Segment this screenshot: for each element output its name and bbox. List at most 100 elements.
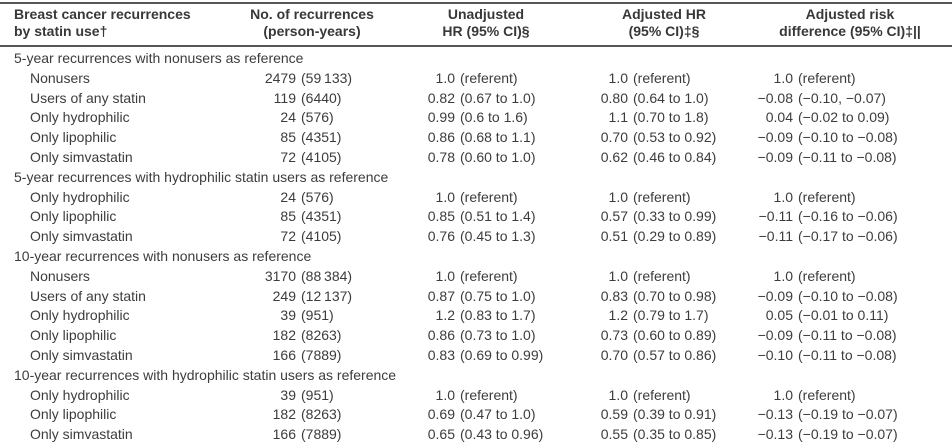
cell-recurrences: 182 (8263) <box>232 326 392 346</box>
cell-ci: (0.79 to 1.7) <box>633 307 709 324</box>
cell-value: 0.85 <box>427 208 455 225</box>
table-row: Only simvastatin 72 (4105) 0.78 (0.60 to 1.0… <box>0 148 952 168</box>
cell-ci: (−0.10 to −0.08) <box>798 129 898 146</box>
column-header-adjusted-hr: Adjusted HR (95% CI)‡§ <box>622 6 706 39</box>
cell-value: 0.76 <box>427 228 455 245</box>
table-row: Only simvastatin 166 (7889) 0.83 (0.69 to 0.… <box>0 346 952 366</box>
cell-risk-difference: −0.09 (−0.10 to −0.08) <box>748 128 952 148</box>
cell-ci: (0.73 to 1.0) <box>460 327 536 344</box>
cell-ci: (−0.10, −0.07) <box>798 89 886 106</box>
cell-ci: (0.67 to 1.0) <box>460 89 536 106</box>
table-row: Only lipophilic 182 (8263) 0.86 (0.73 to 1.0… <box>0 326 952 346</box>
cell-label: Nonusers <box>30 267 90 284</box>
cell-ci: (0.46 to 0.84) <box>633 148 717 165</box>
cell-value: 72 <box>280 148 296 165</box>
cell-value: 0.51 <box>600 228 628 245</box>
cell-ci: (referent) <box>460 386 518 403</box>
cell-ci: (0.68 to 1.1) <box>460 129 536 146</box>
cell-risk-difference: 1.0 (referent) <box>748 386 952 406</box>
cell-value: 1.0 <box>608 69 628 86</box>
cell-value: 1.2 <box>435 307 455 324</box>
table-row: Only hydrophilic 24 (576) 1.0 (referent) 1.0 (… <box>0 188 952 208</box>
cell-ci: (951) <box>301 307 334 324</box>
cell-value: 249 <box>272 287 296 304</box>
table-row: Nonusers 2479 (59 133) 1.0 (referent) 1.0 (ref… <box>0 69 952 89</box>
cell-adjusted-hr: 0.70 (0.57 to 0.86) <box>580 346 748 366</box>
cell-value: −0.08 <box>757 89 793 106</box>
cell-value: 0.65 <box>427 426 455 443</box>
table-row: Nonusers 3170 (88 384) 1.0 (referent) 1.0 (ref… <box>0 267 952 287</box>
cell-label: Users of any statin <box>30 89 146 106</box>
cell-recurrences: 3170 (88 384) <box>232 267 392 287</box>
cell-ci: (0.60 to 0.89) <box>633 327 717 344</box>
cell-adjusted-hr: 1.0 (referent) <box>580 267 748 287</box>
cell-risk-difference: −0.13 (−0.19 to −0.07) <box>748 425 952 445</box>
cell-value: 3170 <box>264 267 296 284</box>
cell-unadjusted-hr: 0.99 (0.6 to 1.6) <box>392 108 580 128</box>
cell-adjusted-hr: 0.55 (0.35 to 0.85) <box>580 425 748 445</box>
cell-label: Only simvastatin <box>30 148 133 165</box>
cell-ci: (4105) <box>301 148 342 165</box>
cell-value: 0.70 <box>600 346 628 363</box>
cell-adjusted-hr: 0.59 (0.39 to 0.91) <box>580 405 748 425</box>
cell-adjusted-hr: 1.0 (referent) <box>580 69 748 89</box>
cell-value: 0.99 <box>427 109 455 126</box>
cell-ci: (576) <box>301 109 334 126</box>
cell-label: Only simvastatin <box>30 426 133 443</box>
cell-adjusted-hr: 0.73 (0.60 to 0.89) <box>580 326 748 346</box>
cell-adjusted-hr: 0.57 (0.33 to 0.99) <box>580 207 748 227</box>
cell-value: −0.09 <box>757 148 793 165</box>
cell-label: Nonusers <box>30 69 90 86</box>
cell-value: 24 <box>280 109 296 126</box>
cell-value: 39 <box>280 307 296 324</box>
cell-risk-difference: −0.11 (−0.16 to −0.06) <box>748 207 952 227</box>
cell-recurrences: 166 (7889) <box>232 346 392 366</box>
cell-ci: (referent) <box>633 69 691 86</box>
cell-ci: (6440) <box>301 89 342 106</box>
cell-label: Only hydrophilic <box>30 386 130 403</box>
cell-ci: (−0.10 to −0.08) <box>798 287 898 304</box>
cell-value: 1.0 <box>773 69 793 86</box>
cell-ci: (referent) <box>460 69 518 86</box>
cell-risk-difference: −0.09 (−0.11 to −0.08) <box>748 326 952 346</box>
cell-risk-difference: −0.09 (−0.11 to −0.08) <box>748 148 952 168</box>
cell-value: 1.0 <box>773 267 793 284</box>
cell-unadjusted-hr: 0.86 (0.73 to 1.0) <box>392 326 580 346</box>
cell-ci: (12 137) <box>301 287 353 304</box>
cell-value: 0.04 <box>765 109 793 126</box>
cell-label: Users of any statin <box>30 287 146 304</box>
header-divider-rule <box>0 45 952 47</box>
cell-risk-difference: −0.10 (−0.11 to −0.08) <box>748 346 952 366</box>
cell-risk-difference: 0.05 (−0.01 to 0.11) <box>748 306 952 326</box>
cell-risk-difference: −0.13 (−0.19 to −0.07) <box>748 405 952 425</box>
cell-ci: (0.53 to 0.92) <box>633 129 717 146</box>
cell-unadjusted-hr: 0.65 (0.43 to 0.96) <box>392 425 580 445</box>
cell-ci: (0.75 to 1.0) <box>460 287 536 304</box>
cell-unadjusted-hr: 0.83 (0.69 to 0.99) <box>392 346 580 366</box>
cell-recurrences: 39 (951) <box>232 306 392 326</box>
table-row: Users of any statin 119 (6440) 0.82 (0.67 to… <box>0 89 952 109</box>
cell-value: −0.11 <box>758 208 793 225</box>
table-top-rule <box>0 2 952 4</box>
section-row: 10-year recurrences with hydrophilic sta… <box>0 366 952 386</box>
cell-adjusted-hr: 1.0 (referent) <box>580 188 748 208</box>
cell-ci: (88 384) <box>301 267 353 284</box>
cell-value: 0.82 <box>427 89 455 106</box>
cell-risk-difference: 1.0 (referent) <box>748 69 952 89</box>
cell-ci: (referent) <box>460 188 518 205</box>
cell-value: 1.0 <box>435 267 455 284</box>
cell-ci: (referent) <box>798 386 856 403</box>
cell-value: 85 <box>280 208 296 225</box>
cell-ci: (59 133) <box>301 69 353 86</box>
cell-adjusted-hr: 0.62 (0.46 to 0.84) <box>580 148 748 168</box>
cell-unadjusted-hr: 1.2 (0.83 to 1.7) <box>392 306 580 326</box>
cell-label: Only simvastatin <box>30 228 133 245</box>
cell-recurrences: 24 (576) <box>232 108 392 128</box>
cell-ci: (0.39 to 0.91) <box>633 406 717 423</box>
column-header-statin-use: Breast cancer recurrences by statin use† <box>14 6 191 39</box>
cell-value: 0.87 <box>427 287 455 304</box>
cell-recurrences: 85 (4351) <box>232 128 392 148</box>
cell-recurrences: 249 (12 137) <box>232 287 392 307</box>
cell-unadjusted-hr: 0.86 (0.68 to 1.1) <box>392 128 580 148</box>
cell-ci: (0.51 to 1.4) <box>460 208 536 225</box>
